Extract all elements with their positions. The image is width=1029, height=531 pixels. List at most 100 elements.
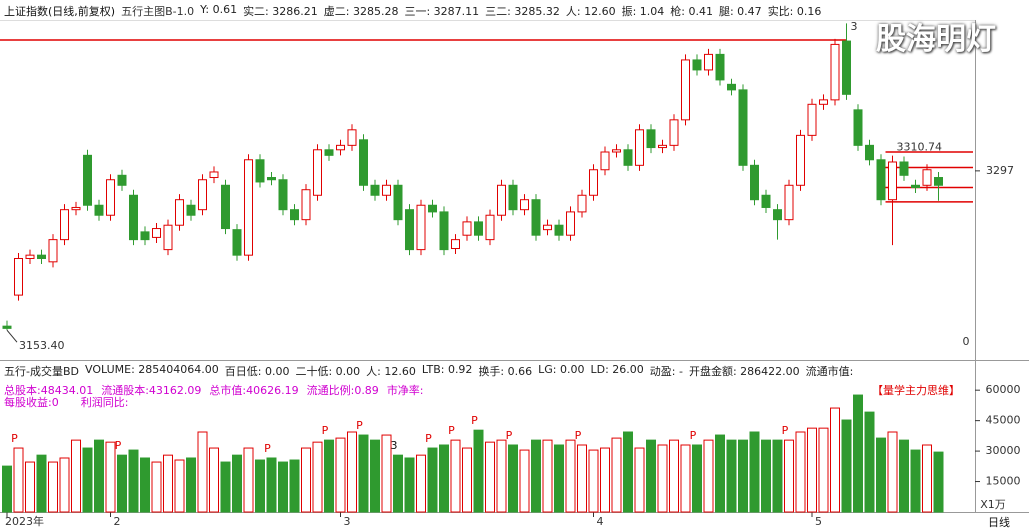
- volume-bar: [588, 449, 599, 513]
- info-item: 三一: 3287.11: [404, 5, 480, 18]
- candle-body: [531, 199, 541, 236]
- y-tick-label: 15000: [986, 475, 1021, 488]
- volume-bar: [749, 431, 760, 513]
- volume-bar: [140, 457, 150, 513]
- volume-bar: [404, 457, 415, 513]
- volume-bar: [738, 439, 748, 513]
- volume-bar: [301, 447, 311, 513]
- candle-body: [209, 171, 219, 179]
- volume-bar: [795, 431, 806, 513]
- annotation: 3: [851, 20, 858, 33]
- info-item: 人: 12.60: [366, 365, 416, 378]
- annotation: 3153.40: [19, 339, 65, 352]
- volume-bar: [174, 459, 185, 513]
- candle-body: [152, 228, 161, 238]
- volume-bar: [772, 439, 783, 513]
- volume-bar: [623, 431, 633, 513]
- info-item: 腿: 0.47: [718, 5, 762, 18]
- candle-body: [899, 161, 909, 176]
- volume-bar: [48, 461, 58, 513]
- info-item: LG: 0.00: [538, 363, 585, 376]
- candle-body: [669, 119, 679, 146]
- volume-bar: [577, 444, 587, 513]
- candle-body: [83, 154, 92, 206]
- volume-bar: [554, 444, 564, 513]
- volume-bar: [910, 449, 921, 513]
- volume-bar: [899, 439, 909, 513]
- y-tick-label: 60000: [986, 383, 1021, 396]
- candle-body: [830, 43, 840, 101]
- volume-bar: [25, 461, 35, 513]
- candle-body: [485, 214, 495, 241]
- info-item: 实比: 0.16: [767, 5, 822, 18]
- period-label[interactable]: 日线: [988, 516, 1010, 529]
- candle-body: [25, 254, 35, 259]
- volume-bar: [59, 457, 70, 513]
- x-tick-label: 2: [114, 515, 121, 528]
- volume-bar: [692, 444, 702, 513]
- candle-body: [888, 161, 897, 201]
- volume-bar: [266, 457, 277, 513]
- candle-body: [761, 194, 771, 208]
- candle-body: [175, 199, 184, 226]
- volume-bar: [853, 394, 863, 513]
- title: 上证指数(日线,前复权): [4, 5, 116, 18]
- candle-body: [129, 194, 138, 241]
- volume-bar: [634, 447, 645, 513]
- volume-bar: [830, 407, 840, 513]
- volume-bar: [370, 439, 380, 513]
- candle-body: [60, 209, 69, 241]
- marker: P: [448, 424, 455, 437]
- candle-body: [681, 59, 690, 121]
- x-tick-label: 4: [597, 515, 604, 528]
- candle-body: [738, 89, 748, 166]
- info-item: 市净率:: [386, 384, 424, 397]
- volume-bar: [94, 439, 104, 513]
- volume-bar: [473, 429, 484, 513]
- volume-bar: [82, 447, 93, 513]
- volume-bar: [347, 431, 357, 513]
- volume-bar: [542, 439, 553, 513]
- marker: P: [506, 429, 513, 442]
- info-item: 换手: 0.66: [478, 365, 533, 378]
- candle-body: [439, 211, 449, 251]
- candle-body: [14, 257, 23, 296]
- volume-title: 五行-成交量BD: [4, 365, 79, 378]
- y-tick-label: 30000: [986, 444, 1021, 457]
- candle-body: [221, 184, 230, 230]
- volume-bar: [13, 447, 24, 513]
- candle-body: [37, 254, 46, 259]
- volume-bar: [761, 439, 771, 513]
- volume-bar: [117, 454, 127, 513]
- info-item: LTB: 0.92: [421, 363, 473, 376]
- volume-bar: [485, 441, 495, 513]
- candle-body: [750, 164, 759, 201]
- candle-body: [520, 199, 529, 211]
- candle-body: [796, 134, 805, 186]
- volume-bar: [496, 439, 507, 513]
- volume-bar: [450, 439, 461, 513]
- info-item: 每股收益:0: [4, 396, 59, 409]
- candle-body: [934, 177, 943, 186]
- candle-body: [393, 184, 403, 221]
- candle-body: [554, 224, 564, 236]
- candle-body: [451, 239, 460, 250]
- volume-bar: [427, 447, 438, 513]
- volume-bar: [381, 434, 392, 513]
- volume-bar: [289, 459, 300, 513]
- candle-body: [543, 224, 552, 231]
- volume-bar: [71, 439, 81, 513]
- candle-body: [244, 159, 253, 256]
- volume-bar: [600, 447, 610, 513]
- candle-body: [497, 184, 506, 216]
- volume-bar: [462, 447, 472, 513]
- candle-body: [324, 149, 334, 156]
- marker: P: [690, 429, 697, 442]
- side-label: 0: [963, 335, 970, 348]
- candle-body: [428, 204, 437, 213]
- volume-bar: [416, 454, 426, 513]
- annotation: 3310.74: [897, 141, 943, 154]
- volume-bar: [255, 459, 265, 513]
- candle-body: [405, 209, 414, 251]
- volume-bar: [335, 437, 346, 513]
